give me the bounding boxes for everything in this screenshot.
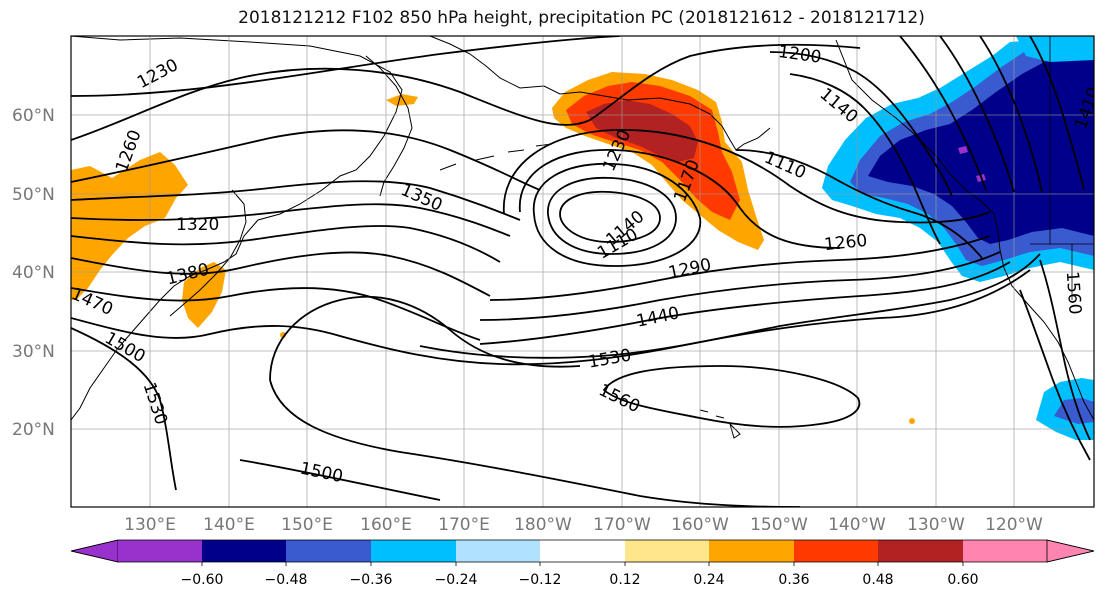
contour-line bbox=[979, 36, 1043, 193]
coastline-asia bbox=[71, 36, 403, 421]
contour-line bbox=[71, 129, 541, 191]
contour-line bbox=[503, 129, 991, 224]
colorbar-segment bbox=[963, 540, 1047, 562]
colorbar-tick-label: 0.36 bbox=[778, 572, 809, 588]
colorbar-segment bbox=[371, 540, 456, 562]
contour-line bbox=[1019, 289, 1091, 461]
contour-label: 1260 bbox=[823, 231, 868, 255]
colorbar-tick-label: −0.36 bbox=[350, 572, 393, 588]
contour-line bbox=[71, 180, 521, 221]
map-title: 2018121212 F102 850 hPa height, precipit… bbox=[238, 8, 925, 28]
colorbar-ticks bbox=[201, 562, 964, 566]
map-content: 1230 1260 1320 1380 1470 1500 1530 1350 … bbox=[71, 36, 1094, 507]
colorbar-segment bbox=[625, 540, 709, 562]
lon-label: 170°E bbox=[438, 515, 490, 535]
contour-line bbox=[547, 176, 677, 255]
contour-line bbox=[489, 235, 991, 301]
contour-line bbox=[1029, 36, 1085, 191]
lon-label: 160°W bbox=[671, 515, 729, 535]
contour-line bbox=[71, 269, 1031, 366]
contour-line bbox=[519, 149, 841, 249]
lon-label: 150°W bbox=[750, 515, 808, 535]
colorbar-extend-low bbox=[70, 539, 119, 563]
contour-line bbox=[269, 379, 801, 507]
colorbar-outline bbox=[70, 539, 1095, 563]
contour-line bbox=[71, 203, 511, 237]
contour-label: 1560 bbox=[1062, 271, 1085, 316]
contour-line bbox=[559, 190, 661, 243]
shading-orange-japan bbox=[182, 262, 226, 328]
contour-line bbox=[71, 287, 481, 341]
contour-line bbox=[479, 251, 1001, 321]
latitude-labels: 60°N 50°N 40°N 30°N 20°N bbox=[12, 106, 55, 440]
lon-label: 130°W bbox=[907, 515, 965, 535]
contour-line bbox=[532, 163, 702, 267]
longitude-labels: 130°E 140°E 150°E 160°E 170°E 180°W 170°… bbox=[124, 515, 1043, 535]
lat-label: 40°N bbox=[12, 263, 55, 283]
colorbar-tick-label: −0.24 bbox=[435, 572, 478, 588]
map-frame bbox=[70, 35, 1095, 508]
lon-label: 140°E bbox=[203, 515, 255, 535]
contour-line bbox=[71, 225, 501, 263]
shading-purple-east bbox=[958, 146, 986, 182]
colorbar-tick-label: −0.48 bbox=[265, 572, 308, 588]
aleutian-islands bbox=[439, 143, 553, 171]
contour-line bbox=[71, 327, 177, 491]
contour-line bbox=[789, 73, 941, 245]
contour-line bbox=[735, 149, 983, 259]
lon-label: 170°W bbox=[593, 515, 651, 535]
colorbar-segment bbox=[878, 540, 963, 562]
lat-label: 60°N bbox=[12, 106, 55, 126]
colorbar-tick-label: 0.24 bbox=[693, 572, 724, 588]
lon-label: 130°E bbox=[124, 515, 176, 535]
shading-orange-speck-east bbox=[909, 418, 915, 424]
lat-label: 20°N bbox=[12, 420, 55, 440]
colorbar-segment bbox=[118, 540, 202, 562]
colorbar-tick-label: −0.12 bbox=[519, 572, 562, 588]
colorbar-segment bbox=[794, 540, 878, 562]
lon-label: 180°W bbox=[514, 515, 572, 535]
coastline-japan bbox=[169, 189, 247, 317]
lon-label: 140°W bbox=[828, 515, 886, 535]
contour-label: 1320 bbox=[176, 215, 219, 235]
colorbar-segment bbox=[709, 540, 794, 562]
colorbar: −0.60 −0.48 −0.36 −0.24 −0.12 0.12 0.24 … bbox=[70, 539, 1095, 588]
contour-line bbox=[479, 261, 1011, 345]
coastline-alaska bbox=[429, 36, 771, 151]
shading-orange-kamchatka bbox=[386, 94, 418, 106]
colorbar-extend-high bbox=[1046, 539, 1095, 563]
contour-line bbox=[269, 295, 581, 381]
colorbar-tick-label: 0.48 bbox=[862, 572, 893, 588]
colorbar-segment bbox=[202, 540, 286, 562]
height-contours bbox=[71, 36, 1091, 507]
lon-label: 120°W bbox=[985, 515, 1043, 535]
shading-blue-hawaii-ne bbox=[1054, 398, 1094, 424]
contour-line bbox=[71, 251, 491, 297]
contour-line bbox=[602, 365, 861, 428]
colorbar-segment bbox=[286, 540, 371, 562]
shading-skyblue-north bbox=[1016, 36, 1094, 62]
colorbar-segment bbox=[456, 540, 540, 562]
contour-line bbox=[239, 459, 441, 501]
colorbar-segment bbox=[540, 540, 625, 562]
lon-label: 150°E bbox=[281, 515, 333, 535]
contour-line bbox=[899, 36, 987, 191]
contour-line bbox=[939, 36, 1015, 193]
lon-label: 160°E bbox=[360, 515, 412, 535]
contour-line bbox=[1039, 259, 1091, 441]
precip-shading-positive bbox=[71, 72, 915, 424]
contour-line bbox=[71, 43, 861, 141]
colorbar-tick-label: 0.60 bbox=[947, 572, 978, 588]
colorbar-tick-label: 0.12 bbox=[609, 572, 640, 588]
lat-label: 50°N bbox=[12, 185, 55, 205]
colorbar-tick-label: −0.60 bbox=[181, 572, 224, 588]
contour-line bbox=[419, 253, 1041, 359]
contour-line bbox=[71, 36, 621, 97]
shading-navy-east bbox=[868, 60, 1094, 244]
contour-line bbox=[769, 51, 953, 197]
lat-label: 30°N bbox=[12, 342, 55, 362]
